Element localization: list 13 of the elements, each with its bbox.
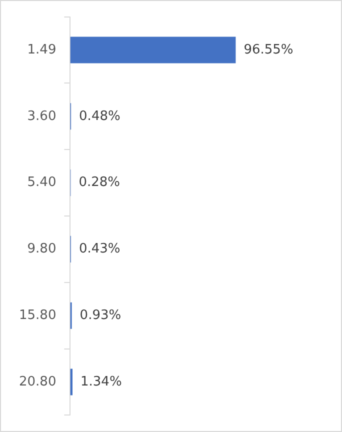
y-tick-label: 20.80 xyxy=(19,374,56,390)
data-label: 1.34% xyxy=(80,374,122,390)
y-tick-label: 15.80 xyxy=(19,308,56,323)
y-tick-label: 3.60 xyxy=(27,108,56,124)
y-tick-label: 9.80 xyxy=(27,242,56,257)
data-label: 0.28% xyxy=(78,175,120,190)
y-tick-label: 1.49 xyxy=(27,42,56,58)
bar xyxy=(70,36,236,64)
data-label: 0.48% xyxy=(79,108,120,124)
data-label: 0.93% xyxy=(80,308,122,323)
data-label: 96.55% xyxy=(244,42,294,58)
y-tick-label: 5.40 xyxy=(27,175,56,190)
data-label: 0.43% xyxy=(78,242,120,257)
